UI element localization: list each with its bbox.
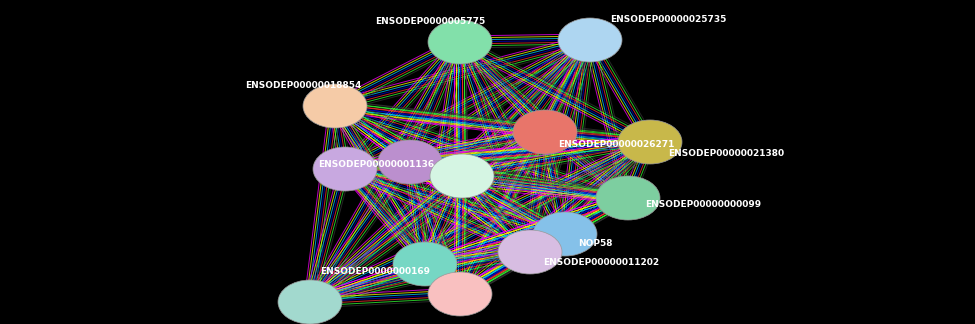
- Ellipse shape: [618, 120, 682, 164]
- Text: ENSODEP00000000099: ENSODEP00000000099: [645, 200, 761, 209]
- Text: NOP58: NOP58: [578, 239, 612, 248]
- Ellipse shape: [430, 154, 494, 198]
- Ellipse shape: [558, 18, 622, 62]
- Ellipse shape: [393, 242, 457, 286]
- Text: ENSODEP00000025735: ENSODEP00000025735: [610, 15, 726, 24]
- Ellipse shape: [428, 272, 492, 316]
- Ellipse shape: [278, 280, 342, 324]
- Ellipse shape: [596, 176, 660, 220]
- Ellipse shape: [378, 140, 442, 184]
- Text: ENSODEP0000000169: ENSODEP0000000169: [320, 267, 430, 276]
- Text: ENSODEP0000005775: ENSODEP0000005775: [375, 17, 486, 26]
- Ellipse shape: [428, 20, 492, 64]
- Ellipse shape: [498, 230, 562, 274]
- Ellipse shape: [513, 110, 577, 154]
- Text: ENSODEP00000001136: ENSODEP00000001136: [318, 160, 434, 169]
- Ellipse shape: [533, 212, 597, 256]
- Ellipse shape: [313, 147, 377, 191]
- Ellipse shape: [303, 84, 367, 128]
- Text: ENSODEP00000021380: ENSODEP00000021380: [668, 149, 784, 158]
- Text: ENSODEP00000026271: ENSODEP00000026271: [558, 140, 675, 149]
- Text: ENSODEP00000011202: ENSODEP00000011202: [543, 258, 659, 267]
- Text: ENSODEP00000018854: ENSODEP00000018854: [245, 81, 362, 90]
